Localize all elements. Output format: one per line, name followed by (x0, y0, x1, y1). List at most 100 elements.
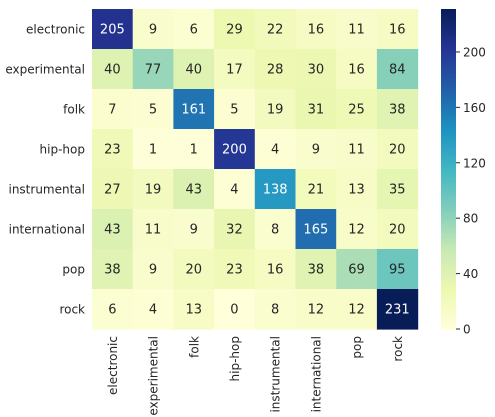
colorbar-segment (441, 271, 456, 274)
colorbar-segment (441, 275, 456, 278)
cell-value-label: 5 (230, 103, 238, 118)
colorbar-segment (441, 121, 456, 124)
row-label-hip-hop: hip-hop (40, 143, 85, 157)
cell-value-label: 8 (271, 303, 279, 318)
colorbar-segment (441, 69, 456, 72)
colorbar-segment (441, 291, 456, 294)
cell-value-label: 23 (104, 143, 121, 158)
colorbar-segment (441, 67, 456, 70)
cell-instrumental-international (295, 169, 337, 210)
colorbar-segment (441, 289, 456, 292)
colorbar-tick-label: 40 (463, 267, 478, 281)
colorbar-segment (441, 79, 456, 82)
cell-value-label: 25 (348, 103, 365, 118)
colorbar-segment (441, 211, 456, 214)
colorbar-segment (441, 261, 456, 264)
cell-rock-experimental (132, 289, 174, 330)
colorbar-segment (441, 33, 456, 36)
cell-international-pop (336, 209, 378, 250)
colorbar-segment (441, 201, 456, 204)
colorbar-segment (441, 207, 456, 210)
colorbar-segment (441, 277, 456, 280)
cell-value-label: 165 (303, 223, 328, 238)
colorbar-segment (441, 229, 456, 232)
colorbar-segment (441, 205, 456, 208)
cell-electronic-rock (376, 9, 419, 50)
colorbar-segment (441, 239, 456, 242)
colorbar-segment (441, 279, 456, 282)
cell-value-label: 12 (348, 223, 365, 238)
colorbar-segment (441, 83, 456, 86)
colorbar-segment (441, 109, 456, 112)
colorbar-segment (441, 57, 456, 60)
cell-hip-hop-instrumental (254, 129, 297, 170)
colorbar-segment (441, 147, 456, 150)
colorbar-segment (441, 159, 456, 162)
colorbar-tick-label: 0 (463, 323, 471, 337)
cell-experimental-experimental (132, 49, 174, 90)
cell-international-hip-hop (214, 209, 256, 250)
colorbar-segment (441, 237, 456, 240)
cell-value-label: 77 (145, 63, 162, 78)
colorbar-segment (441, 81, 456, 84)
cell-pop-instrumental (254, 249, 297, 290)
colorbar-segment (441, 223, 456, 226)
colorbar-segment (441, 313, 456, 316)
colorbar-segment (441, 179, 456, 182)
colorbar-segment (441, 129, 456, 132)
colorbar-segment (441, 127, 456, 130)
cell-electronic-hip-hop (214, 9, 256, 50)
cell-pop-international (295, 249, 337, 290)
cell-value-label: 161 (181, 103, 206, 118)
cell-value-label: 84 (389, 63, 406, 78)
column-label-folk: folk (187, 336, 201, 358)
colorbar-segment (441, 187, 456, 190)
cell-value-label: 6 (190, 23, 198, 38)
colorbar-segment (441, 133, 456, 136)
colorbar-segment (441, 163, 456, 166)
colorbar-segment (441, 293, 456, 296)
colorbar-segment (441, 27, 456, 30)
colorbar-segment (441, 301, 456, 304)
cell-value-label: 22 (267, 23, 284, 38)
cell-value-label: 43 (185, 183, 202, 198)
cell-value-label: 19 (267, 103, 284, 118)
colorbar-segment (441, 11, 456, 14)
colorbar-segment (441, 297, 456, 300)
colorbar-segment (441, 265, 456, 268)
colorbar-segment (441, 23, 456, 26)
colorbar-segment (441, 165, 456, 168)
cell-rock-pop (336, 289, 378, 330)
colorbar-segment (441, 43, 456, 46)
colorbar-segment (441, 323, 456, 326)
colorbar-segment (441, 327, 456, 330)
cell-folk-rock (376, 89, 419, 130)
cell-experimental-hip-hop (214, 49, 256, 90)
colorbar-segment (441, 185, 456, 188)
colorbar-segment (441, 115, 456, 118)
cell-experimental-international (295, 49, 337, 90)
cell-pop-rock (376, 249, 419, 290)
colorbar-segment (441, 85, 456, 88)
colorbar-segment (441, 141, 456, 144)
cell-international-international (295, 209, 337, 250)
colorbar-segment (441, 89, 456, 92)
colorbar-tick-label: 160 (463, 101, 486, 115)
colorbar-segment (441, 113, 456, 116)
colorbar-segment (441, 245, 456, 248)
colorbar-segment (441, 241, 456, 244)
column-label-instrumental: instrumental (269, 336, 283, 413)
cell-hip-hop-folk (173, 129, 215, 170)
colorbar-segment (441, 307, 456, 310)
cell-value-label: 30 (308, 63, 325, 78)
colorbar-segment (441, 173, 456, 176)
colorbar-segment (441, 29, 456, 32)
cell-experimental-instrumental (254, 49, 297, 90)
colorbar-segment (441, 287, 456, 290)
colorbar-segment (441, 157, 456, 160)
cell-value-label: 9 (149, 23, 157, 38)
cell-value-label: 20 (389, 223, 406, 238)
cell-value-label: 95 (389, 263, 406, 278)
colorbar-segment (441, 101, 456, 104)
cell-folk-folk (173, 89, 215, 130)
